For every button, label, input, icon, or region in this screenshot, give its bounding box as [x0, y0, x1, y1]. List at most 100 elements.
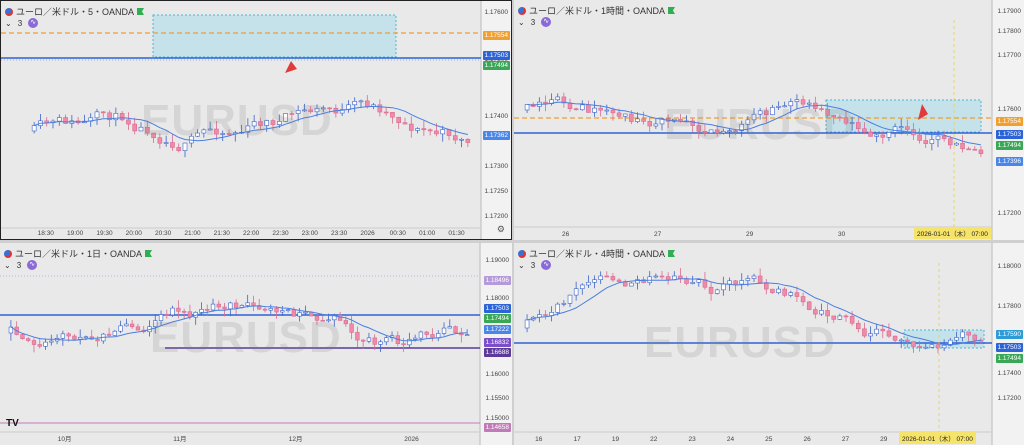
- candle[interactable]: [158, 310, 164, 326]
- candle[interactable]: [831, 315, 836, 323]
- candle[interactable]: [561, 92, 567, 108]
- chevron-down-icon[interactable]: ⌄: [518, 17, 525, 27]
- candle[interactable]: [702, 123, 708, 137]
- candle[interactable]: [285, 308, 291, 313]
- candle[interactable]: [696, 121, 702, 139]
- candle[interactable]: [770, 288, 775, 294]
- price-tag[interactable]: 1.17554: [482, 31, 510, 40]
- indicator-row[interactable]: ⌄ 3 ∿: [518, 17, 552, 27]
- candle[interactable]: [880, 131, 886, 144]
- candle[interactable]: [905, 119, 910, 136]
- candle[interactable]: [721, 276, 726, 296]
- candle[interactable]: [886, 132, 892, 142]
- candle[interactable]: [214, 121, 219, 141]
- candle[interactable]: [665, 114, 671, 128]
- price-tag[interactable]: 1.17494: [995, 354, 1023, 363]
- indicator-row[interactable]: ⌄ 3 ∿: [5, 18, 39, 28]
- indicator-row[interactable]: ⌄ 3 ∿: [4, 260, 38, 270]
- candle[interactable]: [75, 117, 81, 125]
- candle[interactable]: [14, 321, 19, 336]
- candle[interactable]: [402, 117, 408, 125]
- price-tag[interactable]: 1.17494: [995, 141, 1023, 150]
- candle[interactable]: [101, 332, 106, 344]
- chart-pane-1h[interactable]: EURUSD ユーロ／米ドル・1時間・OANDA ⌄ 3 ∿ 1.17900 1.17800…: [514, 0, 1024, 240]
- candle[interactable]: [26, 337, 31, 343]
- candle[interactable]: [207, 121, 213, 131]
- candle[interactable]: [960, 135, 965, 153]
- candle[interactable]: [530, 102, 536, 107]
- candle[interactable]: [727, 127, 732, 138]
- candle[interactable]: [696, 278, 702, 287]
- candle[interactable]: [424, 330, 429, 339]
- candle[interactable]: [813, 306, 818, 319]
- chevron-down-icon[interactable]: ⌄: [518, 260, 525, 270]
- price-tag[interactable]: 1.14658: [483, 423, 511, 432]
- candle[interactable]: [567, 98, 573, 112]
- price-tag[interactable]: 1.17503: [995, 343, 1023, 352]
- candle[interactable]: [843, 314, 849, 322]
- candle[interactable]: [831, 114, 836, 125]
- candle[interactable]: [270, 118, 276, 131]
- candle[interactable]: [960, 329, 965, 342]
- candle[interactable]: [302, 103, 307, 112]
- candle[interactable]: [205, 304, 210, 316]
- candle[interactable]: [665, 272, 671, 285]
- candle[interactable]: [153, 314, 158, 334]
- candle[interactable]: [751, 108, 757, 124]
- candle[interactable]: [327, 106, 332, 114]
- price-axis[interactable]: [481, 1, 512, 240]
- candle[interactable]: [604, 104, 610, 115]
- candle[interactable]: [586, 100, 591, 113]
- candle[interactable]: [524, 314, 530, 333]
- price-tag[interactable]: 1.17503: [482, 51, 510, 60]
- chart-pane-5min[interactable]: EURUSDユーロ／米ドル・5・OANDA⌄3∿1.176001.175001.…: [0, 0, 512, 240]
- candle[interactable]: [274, 306, 279, 319]
- candle[interactable]: [164, 309, 169, 319]
- moving-average-line[interactable]: [10, 305, 468, 342]
- candle[interactable]: [849, 311, 855, 326]
- candle[interactable]: [436, 330, 441, 342]
- gear-icon[interactable]: ⚙: [496, 224, 505, 234]
- candle[interactable]: [132, 117, 138, 135]
- candle[interactable]: [929, 344, 935, 349]
- candle[interactable]: [372, 334, 377, 351]
- candle[interactable]: [580, 283, 585, 295]
- chart-title[interactable]: ユーロ／米ドル・5・OANDA: [5, 5, 145, 18]
- candle[interactable]: [118, 320, 123, 334]
- supply-zone[interactable]: [152, 14, 397, 58]
- candle[interactable]: [776, 101, 781, 111]
- candle[interactable]: [130, 319, 135, 330]
- candle[interactable]: [690, 275, 695, 285]
- candle[interactable]: [721, 128, 726, 135]
- candle[interactable]: [251, 114, 257, 129]
- candle[interactable]: [714, 288, 720, 295]
- candle[interactable]: [396, 116, 402, 129]
- candle[interactable]: [917, 128, 922, 144]
- candle[interactable]: [262, 307, 268, 313]
- candle[interactable]: [659, 270, 665, 280]
- candle[interactable]: [954, 141, 959, 146]
- candle[interactable]: [264, 119, 270, 132]
- candle[interactable]: [257, 299, 262, 311]
- candle[interactable]: [966, 146, 971, 151]
- candle[interactable]: [366, 332, 372, 344]
- candle[interactable]: [714, 125, 720, 137]
- candle[interactable]: [549, 306, 554, 322]
- candle[interactable]: [923, 133, 928, 149]
- candle[interactable]: [182, 142, 188, 158]
- candle[interactable]: [216, 300, 221, 310]
- candle[interactable]: [63, 114, 68, 125]
- candle[interactable]: [459, 137, 464, 148]
- candle[interactable]: [31, 122, 37, 134]
- candle[interactable]: [126, 112, 131, 130]
- candle[interactable]: [72, 334, 77, 341]
- chart-canvas[interactable]: [0, 243, 512, 445]
- candle[interactable]: [339, 103, 345, 117]
- chart-canvas[interactable]: [1, 1, 512, 240]
- candle[interactable]: [453, 325, 458, 334]
- supply-zone[interactable]: [825, 99, 982, 133]
- candle[interactable]: [415, 127, 420, 134]
- candle[interactable]: [941, 130, 947, 142]
- candle[interactable]: [233, 299, 239, 315]
- candle[interactable]: [708, 129, 714, 134]
